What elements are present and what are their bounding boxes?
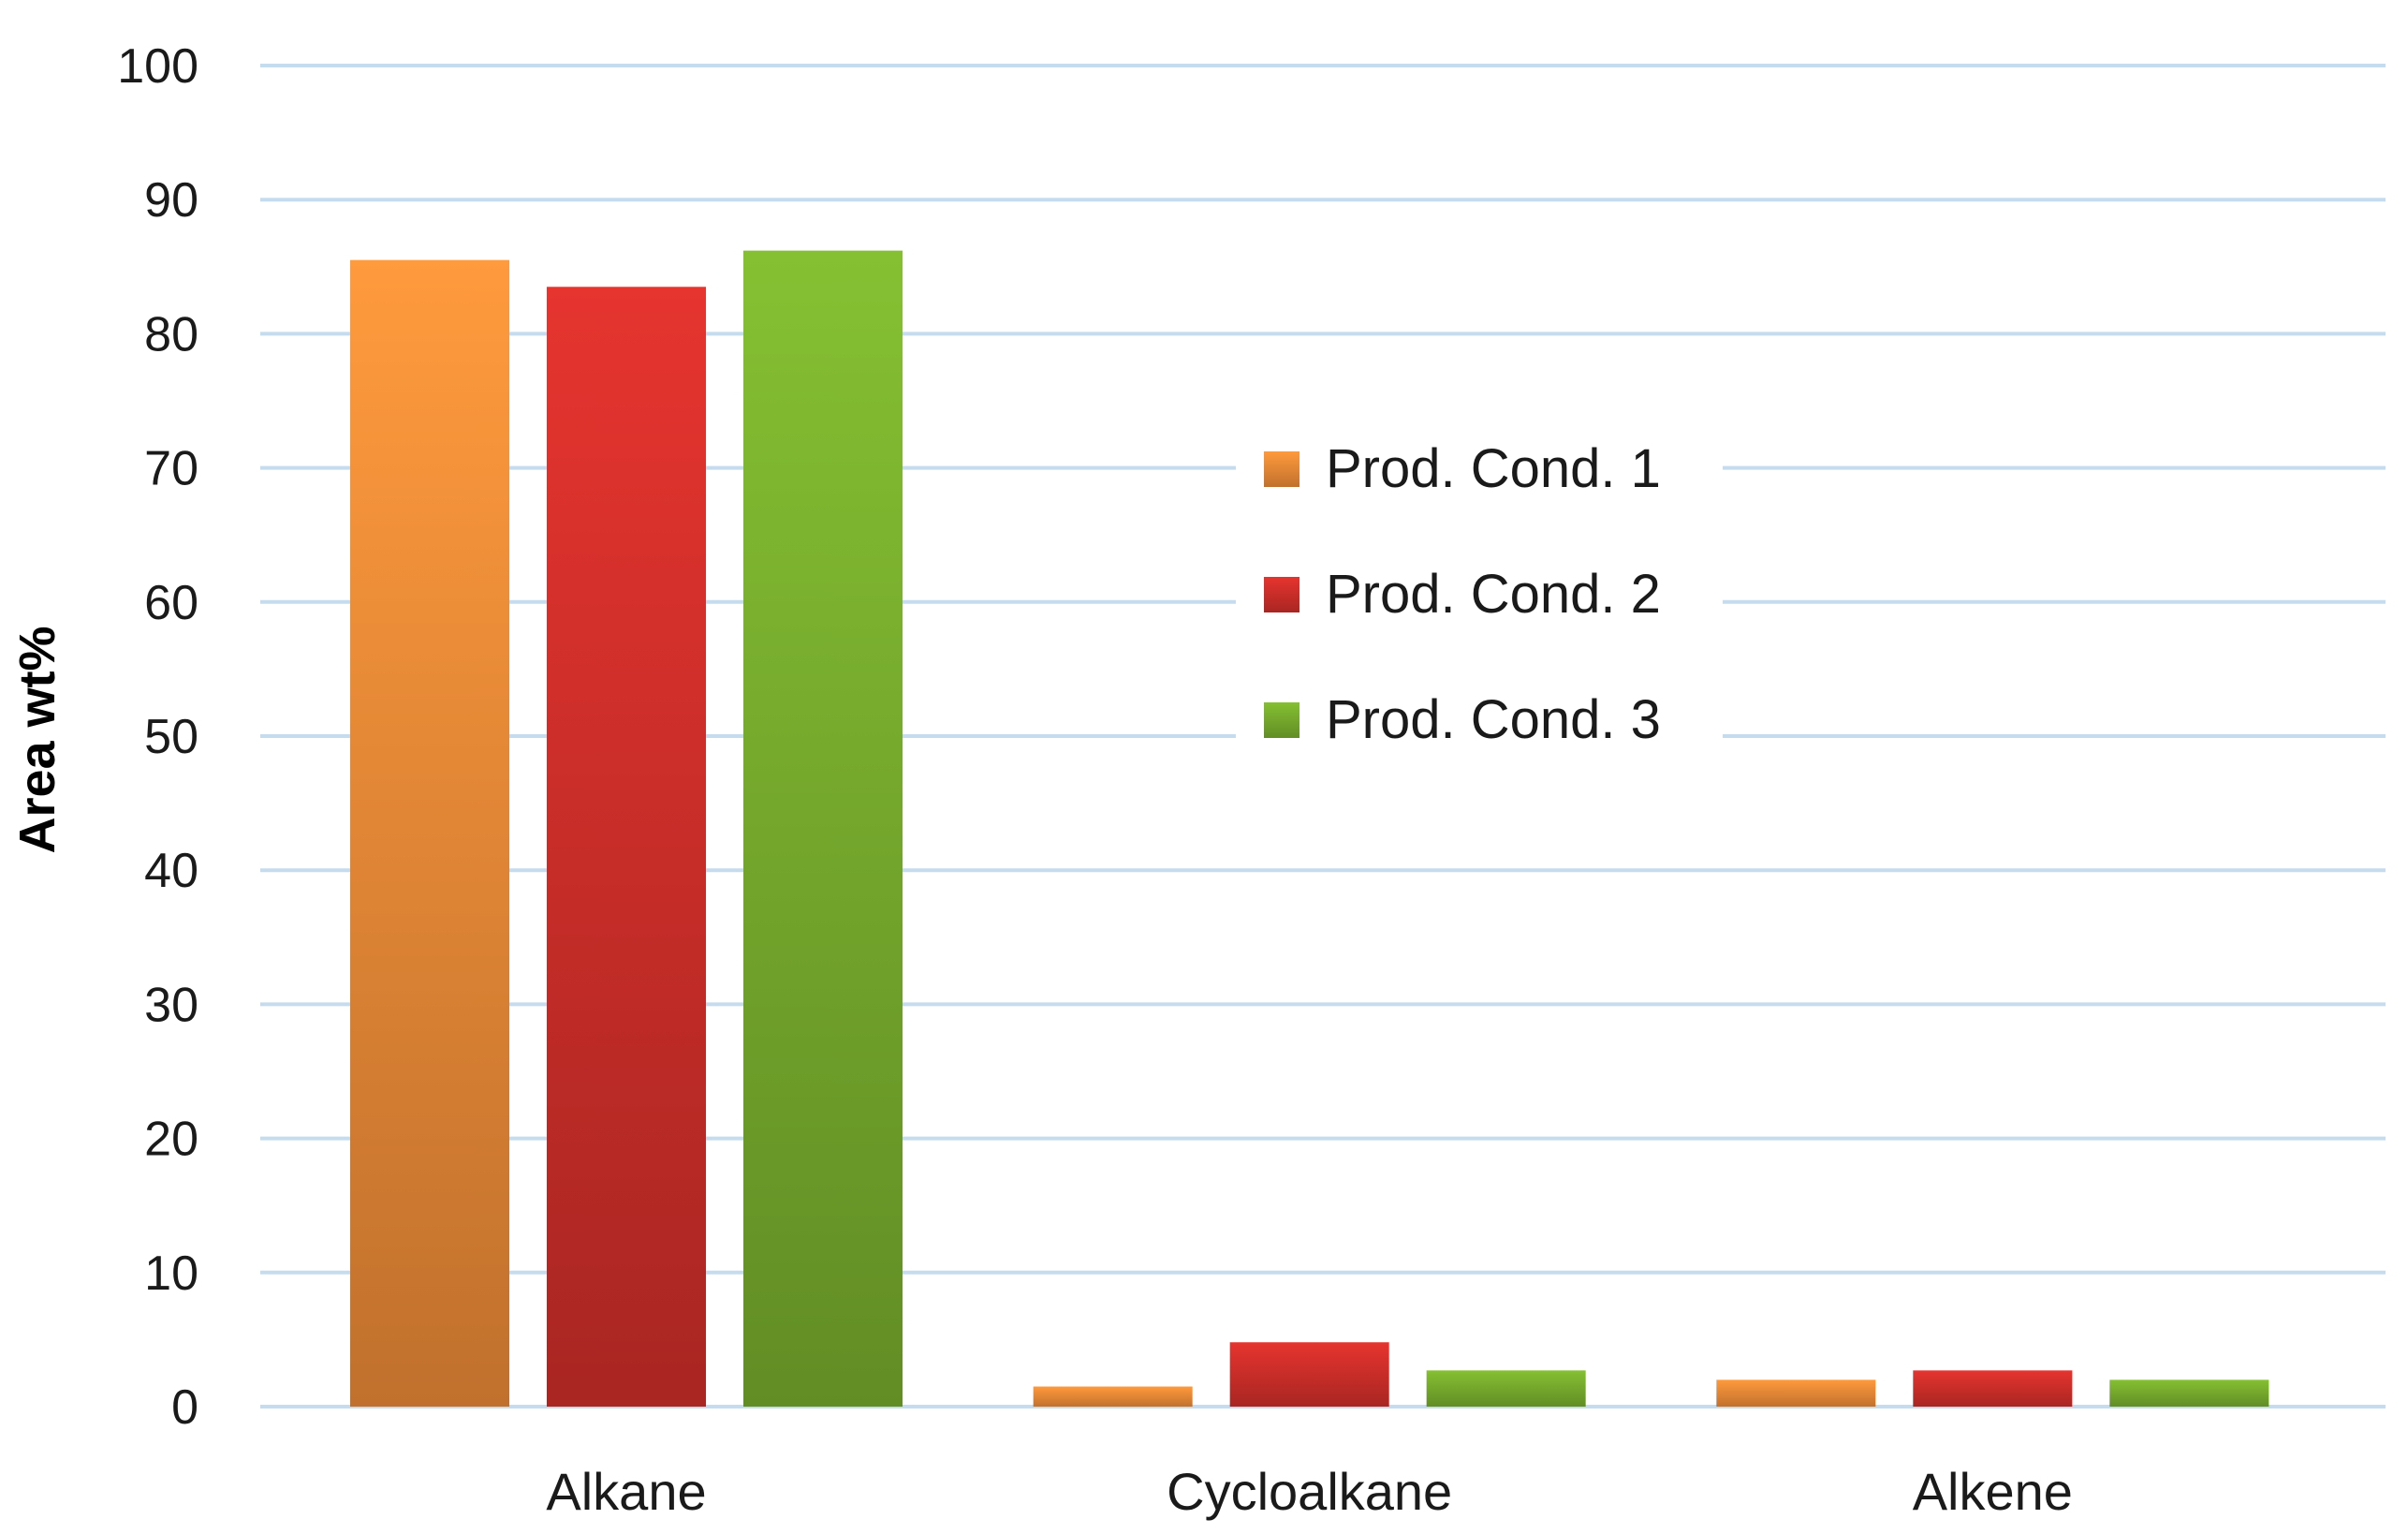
x-axis-labels: Alkane Cycloalkane Alkene [546,1462,2073,1521]
y-tick-label: 90 [144,173,198,228]
y-tick-label: 40 [144,844,198,898]
y-tick-label: 70 [144,442,198,496]
y-tick-label: 30 [144,978,198,1032]
bar-cycloalkane-series-3 [1426,1370,1586,1407]
legend-label: Prod. Cond. 2 [1326,564,1661,625]
legend-swatch [1264,577,1299,612]
bars [350,250,2269,1408]
y-tick-label: 0 [171,1380,198,1435]
legend-swatch [1264,702,1299,738]
bar-alkane-series-2 [547,287,706,1407]
legend-background [1236,414,1723,777]
legend-label: Prod. Cond. 1 [1326,438,1661,499]
y-axis-title: Area wt% [9,626,66,853]
y-tick-label: 10 [144,1246,198,1301]
legend-label: Prod. Cond. 3 [1326,689,1661,750]
x-category-label: Alkene [1913,1462,2073,1521]
y-tick-label: 60 [144,576,198,630]
y-tick-label: 20 [144,1113,198,1167]
legend-swatch [1264,451,1299,487]
bar-alkane-series-1 [350,259,509,1407]
bar-alkene-series-3 [2109,1379,2269,1407]
y-tick-label: 50 [144,710,198,764]
y-axis-ticks: 0 10 20 30 40 50 60 70 80 90 100 [117,39,198,1435]
bar-alkene-series-2 [1913,1370,2073,1407]
y-tick-label: 100 [117,39,198,94]
bar-alkane-series-3 [743,250,903,1408]
legend: Prod. Cond. 1 Prod. Cond. 2 Prod. Cond. 3 [1236,414,1723,777]
y-tick-label: 80 [144,307,198,361]
x-category-label: Cycloalkane [1167,1462,1452,1521]
bar-cycloalkane-series-2 [1229,1342,1389,1407]
bar-alkene-series-1 [1716,1379,1876,1407]
bar-cycloalkane-series-1 [1033,1386,1193,1407]
x-category-label: Alkane [546,1462,706,1521]
